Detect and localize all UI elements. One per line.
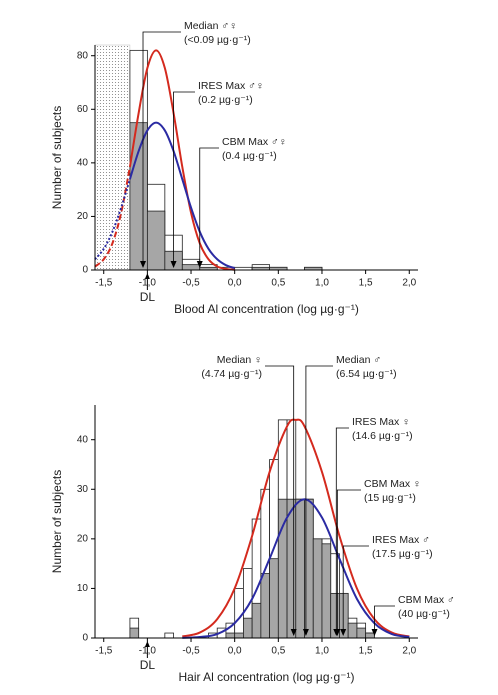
x-tick-label: 2,0 (402, 278, 416, 289)
annotation-arrowhead (290, 629, 297, 636)
annotation-leader (342, 545, 369, 629)
annotation-sublabel: (4.74 µg·g⁻¹) (201, 368, 262, 380)
annotation-sublabel: (0.2 µg·g⁻¹) (198, 94, 253, 106)
histogram-bar (347, 622, 358, 639)
y-tick-label: 20 (77, 211, 89, 222)
histogram-bar (321, 543, 332, 639)
histogram-bar (260, 573, 270, 639)
below-detection-region (94, 44, 131, 271)
dl-label: DL (140, 658, 156, 672)
annotation-label: IRES Max ♂♀ (198, 80, 264, 92)
x-tick-label: 1,0 (315, 646, 329, 657)
x-axis-label: Hair Al concentration (log µg·g⁻¹) (179, 670, 355, 684)
histogram-bar (243, 617, 253, 639)
annotation-sublabel: (40 µg·g⁻¹) (398, 608, 450, 620)
histogram-bar (286, 498, 297, 639)
histogram-bar (181, 264, 201, 271)
annotation-leader (142, 31, 181, 261)
x-tick-label: 2,0 (402, 646, 416, 657)
dl-arrowhead (144, 273, 150, 279)
x-tick-label: 0,5 (271, 646, 285, 657)
annotation-sublabel: (17.5 µg·g⁻¹) (372, 548, 433, 560)
annotation-arrowhead (302, 629, 309, 636)
fit-curve (128, 121, 235, 270)
x-tick-label: 0,0 (228, 278, 242, 289)
annotation-arrowhead (170, 261, 177, 268)
histogram-bar (312, 538, 323, 639)
annotation-leader (374, 605, 395, 629)
dl-label: DL (140, 290, 156, 304)
annotation-label: CBM Max ♀ (364, 478, 421, 490)
x-tick-label: 1,5 (359, 646, 373, 657)
x-tick-label: -1,5 (95, 278, 113, 289)
annotation-leader (173, 91, 195, 261)
annotation-label: Median ♂ (336, 354, 381, 366)
annotation-sublabel: (6.54 µg·g⁻¹) (336, 368, 397, 380)
x-tick-label: 1,0 (315, 278, 329, 289)
x-axis-label: Blood Al concentration (log µg·g⁻¹) (174, 302, 359, 316)
annotation-sublabel: (<0.09 µg·g⁻¹) (184, 34, 251, 46)
histogram-bar (365, 632, 375, 639)
annotation-label: CBM Max ♂ (398, 594, 455, 606)
histogram-bar (164, 632, 174, 639)
x-tick-label: 0,0 (228, 646, 242, 657)
fit-curve (182, 498, 410, 639)
histogram-bar (269, 558, 279, 639)
y-tick-label: 10 (77, 583, 89, 594)
fit-curve (94, 166, 131, 268)
histogram-bar (225, 632, 236, 639)
annotation-arrowhead (196, 261, 203, 268)
fit-curve (182, 418, 410, 638)
y-axis-label: Number of subjects (50, 470, 64, 573)
histogram-bar (146, 210, 166, 271)
y-tick-label: 40 (77, 157, 89, 168)
annotation-arrowhead (140, 261, 147, 268)
y-tick-label: 0 (82, 265, 88, 276)
annotation-arrowhead (334, 629, 341, 636)
y-tick-label: 20 (77, 533, 89, 544)
x-tick-label: -0,5 (182, 278, 200, 289)
x-tick-label: 0,5 (271, 278, 285, 289)
annotation-label: Median ♀ (217, 354, 262, 366)
annotation-arrowhead (371, 629, 378, 636)
annotation-leader (335, 427, 349, 629)
annotation-label: IRES Max ♂ (372, 534, 430, 546)
x-tick-label: -0,5 (182, 646, 200, 657)
annotation-leader (336, 489, 361, 629)
fit-curve (128, 49, 235, 271)
annotation-sublabel: (0.4 µg·g⁻¹) (222, 150, 277, 162)
histogram-bar (234, 632, 244, 639)
dl-arrowhead (144, 641, 150, 647)
annotation-leader (305, 365, 333, 629)
y-tick-label: 30 (77, 484, 89, 495)
x-tick-label: 1,5 (359, 278, 373, 289)
annotation-sublabel: (15 µg·g⁻¹) (364, 492, 416, 504)
annotation-label: CBM Max ♂♀ (222, 136, 287, 148)
annotation-label: Median ♂♀ (184, 20, 237, 32)
y-tick-label: 80 (77, 50, 89, 61)
annotation-arrowhead (340, 629, 347, 636)
histogram-bar (356, 627, 367, 639)
histogram-bar (295, 498, 305, 639)
x-tick-label: -1,5 (95, 646, 113, 657)
y-axis-label: Number of subjects (50, 106, 64, 209)
y-tick-label: 60 (77, 104, 89, 115)
annotation-sublabel: (14.6 µg·g⁻¹) (352, 430, 413, 442)
y-tick-label: 0 (82, 633, 88, 644)
annotation-label: IRES Max ♀ (352, 416, 410, 428)
histogram-bar (251, 602, 262, 639)
fit-curve (94, 178, 131, 260)
y-tick-label: 40 (77, 434, 89, 445)
histogram-bar (129, 627, 140, 639)
annotation-leader (265, 365, 295, 629)
annotation-leader (199, 147, 219, 261)
